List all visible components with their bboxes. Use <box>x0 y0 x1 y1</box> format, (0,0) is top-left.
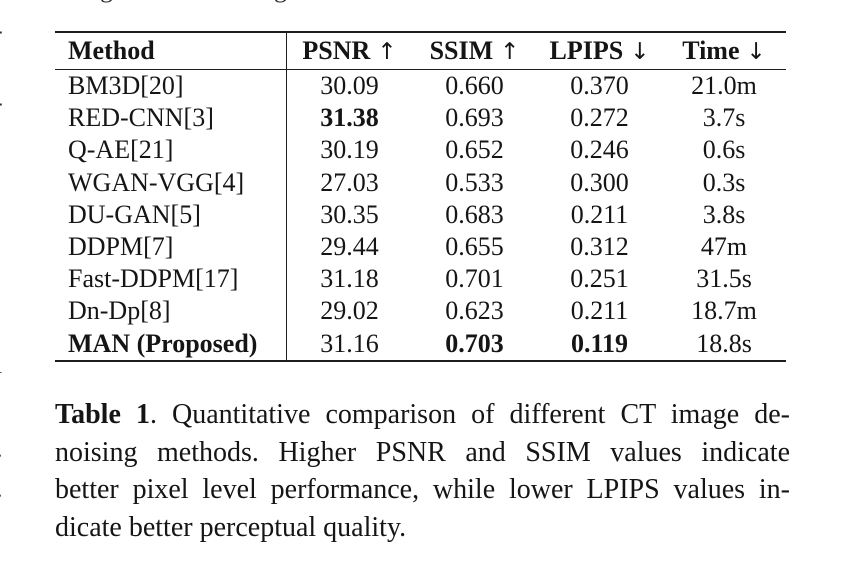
time-cell: 3.7s <box>702 103 746 133</box>
time-cell: 0.6s <box>702 135 746 165</box>
lpips-cell: 0.211 <box>570 296 629 326</box>
lpips-cell: 0.246 <box>570 135 629 165</box>
header-time-label: Time <box>682 36 740 65</box>
psnr-cell: 31.18 <box>320 264 379 294</box>
method-cell: RED-CNN[3] <box>55 102 287 135</box>
header-psnr-label: PSNR <box>302 36 371 65</box>
time-cell: 0.3s <box>702 167 746 197</box>
lpips-cell: 0.119 <box>570 328 629 358</box>
header-ssim-label: SSIM <box>429 36 494 65</box>
table-caption: Table 1. Quantitative comparison of diff… <box>55 396 790 546</box>
method-cell: MAN (Proposed) <box>55 327 287 360</box>
psnr-cell: 30.19 <box>320 135 379 165</box>
lpips-cell: 0.251 <box>570 264 629 294</box>
header-method: Method <box>55 33 287 70</box>
ssim-cell: 0.660 <box>445 71 504 100</box>
caption-line: better pixel level performance, while lo… <box>55 474 790 505</box>
cropped-glyph-fragment: . <box>0 476 3 502</box>
table-row: Dn-Dp[8] 29.02 0.623 0.211 18.7m <box>55 295 786 328</box>
time-cell: 31.5s <box>696 264 752 294</box>
up-arrow-icon: ↑ <box>377 39 397 65</box>
lpips-cell: 0.300 <box>570 167 629 197</box>
header-ssim: SSIM ↑ <box>412 33 537 70</box>
cropped-glyph-fragment: · <box>0 56 3 82</box>
results-table: Method PSNR ↑ SSIM ↑ LPIPS ↓ Time ↓ BM3D[20]… <box>55 31 786 362</box>
time-cell: 3.8s <box>702 199 746 229</box>
ssim-cell: 0.703 <box>445 328 504 358</box>
psnr-cell: 27.03 <box>320 167 379 197</box>
header-time: Time ↓ <box>662 33 786 70</box>
header-lpips-label: LPIPS <box>549 36 624 65</box>
table-row: RED-CNN[3] 31.38 0.693 0.272 3.7s <box>55 102 786 135</box>
down-arrow-icon: ↓ <box>746 39 766 65</box>
time-cell: 21.0m <box>691 71 757 100</box>
table-row: DU-GAN[5] 30.35 0.683 0.211 3.8s <box>55 198 786 231</box>
psnr-cell: 30.09 <box>320 71 379 100</box>
table-row: Fast-DDPM[17] 31.18 0.701 0.251 31.5s <box>55 263 786 296</box>
time-cell: 47m <box>700 231 748 261</box>
caption-text: . Quantitative comparison of different C… <box>149 399 790 430</box>
ssim-cell: 0.693 <box>445 103 504 133</box>
cropped-glyph-fragment: g <box>274 0 287 2</box>
ssim-cell: 0.533 <box>445 167 504 197</box>
method-cell: BM3D[20] <box>55 70 287 103</box>
ssim-cell: 0.652 <box>445 135 504 165</box>
table-row: Q-AE[21] 30.19 0.652 0.246 0.6s <box>55 134 786 167</box>
cropped-glyph-fragment: g <box>100 0 113 2</box>
method-cell: Q-AE[21] <box>55 134 287 167</box>
table-row: DDPM[7] 29.44 0.655 0.312 47m <box>55 230 786 264</box>
ssim-cell: 0.683 <box>445 199 504 229</box>
cropped-glyph-fragment: : <box>0 0 2 18</box>
method-cell: DU-GAN[5] <box>55 198 287 231</box>
header-psnr: PSNR ↑ <box>287 33 412 70</box>
method-cell: WGAN-VGG[4] <box>55 166 287 199</box>
method-cell: Fast-DDPM[17] <box>55 263 287 296</box>
ssim-cell: 0.701 <box>445 264 504 294</box>
ssim-cell: 0.655 <box>445 231 504 261</box>
cropped-glyph-fragment: . <box>0 436 3 462</box>
lpips-cell: 0.312 <box>570 231 629 261</box>
psnr-cell: 29.02 <box>320 296 379 326</box>
lpips-cell: 0.272 <box>570 103 629 133</box>
table-row: BM3D[20] 30.09 0.660 0.370 21.0m <box>55 70 786 103</box>
method-cell: DDPM[7] <box>55 230 287 264</box>
time-cell: 18.8s <box>696 328 752 358</box>
table-row: WGAN-VGG[4] 27.03 0.533 0.300 0.3s <box>55 166 786 199</box>
caption-line: noising methods. Higher PSNR and SSIM va… <box>55 436 790 468</box>
header-method-label: Method <box>68 36 155 65</box>
caption-label: Table 1 <box>55 399 150 430</box>
psnr-cell: 30.35 <box>320 199 379 229</box>
method-cell: Dn-Dp[8] <box>55 295 287 328</box>
ssim-cell: 0.623 <box>445 296 504 326</box>
lpips-cell: 0.211 <box>570 199 629 229</box>
table-row-proposed: MAN (Proposed) 31.16 0.703 0.119 18.8s <box>55 327 786 360</box>
psnr-cell: 31.38 <box>320 103 379 133</box>
time-cell: 18.7m <box>691 296 757 326</box>
up-arrow-icon: ↑ <box>500 39 520 65</box>
psnr-cell: 31.16 <box>320 328 379 358</box>
down-arrow-icon: ↓ <box>630 39 650 65</box>
table-header-row: Method PSNR ↑ SSIM ↑ LPIPS ↓ Time ↓ <box>55 33 786 70</box>
lpips-cell: 0.370 <box>570 71 629 100</box>
header-lpips: LPIPS ↓ <box>537 33 662 70</box>
psnr-cell: 29.44 <box>320 231 379 261</box>
cropped-glyph-fragment: l <box>0 352 2 378</box>
cropped-glyph-fragment: - <box>0 18 3 44</box>
caption-line: dicate better perceptual quality. <box>55 511 407 543</box>
cropped-glyph-fragment: - <box>0 90 3 116</box>
caption-line: Table 1. Quantitative comparison of diff… <box>55 396 790 434</box>
